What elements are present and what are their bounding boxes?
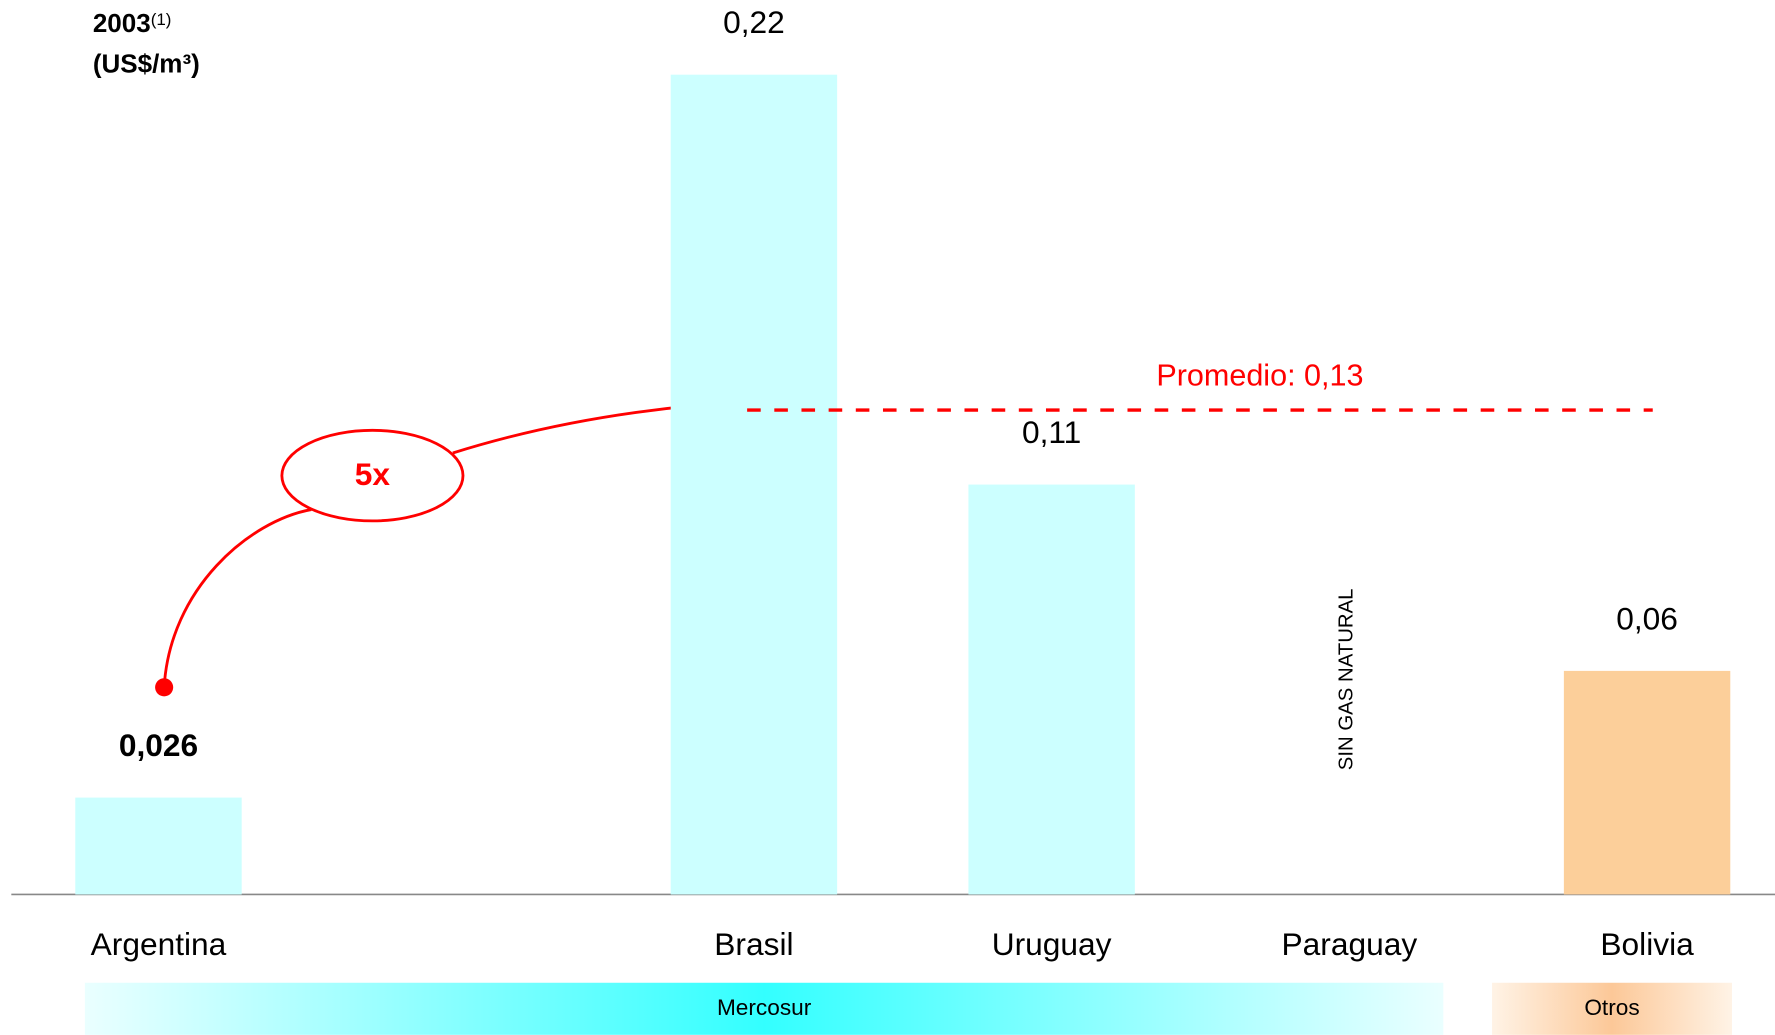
x-tick-label: Uruguay: [992, 926, 1112, 962]
average-label: Promedio: 0,13: [1156, 358, 1363, 392]
value-label: 0,026: [119, 727, 198, 763]
value-label: 0,22: [723, 4, 785, 40]
title-note: (1): [151, 10, 172, 29]
chart-subtitle: (US$/m³): [93, 49, 200, 79]
value-label: 0,06: [1616, 600, 1678, 636]
group-band: [84, 982, 1444, 1035]
x-tick-label: Bolivia: [1600, 926, 1694, 962]
bar: [670, 74, 838, 895]
arrow: [162, 508, 312, 688]
bar: [968, 484, 1135, 895]
value-label: 0,11: [1022, 414, 1081, 450]
group-band: [1491, 982, 1732, 1035]
chart-title: 2003(1): [93, 8, 172, 38]
arrow-dot: [155, 678, 174, 697]
group-label: Otros: [1584, 995, 1639, 1020]
annotation: SIN GAS NATURAL: [1335, 588, 1357, 770]
annotation-ellipse: [280, 428, 465, 523]
group-label: Mercosur: [717, 995, 812, 1020]
bar: [1563, 670, 1731, 895]
x-tick-label: Argentina: [91, 926, 227, 962]
x-tick-label: Paraguay: [1282, 926, 1418, 962]
annotation: 5x: [355, 456, 391, 492]
x-tick-label: Brasil: [714, 926, 793, 962]
title-year: 2003: [93, 8, 151, 38]
bar: [75, 797, 242, 895]
arrow: [452, 404, 697, 455]
